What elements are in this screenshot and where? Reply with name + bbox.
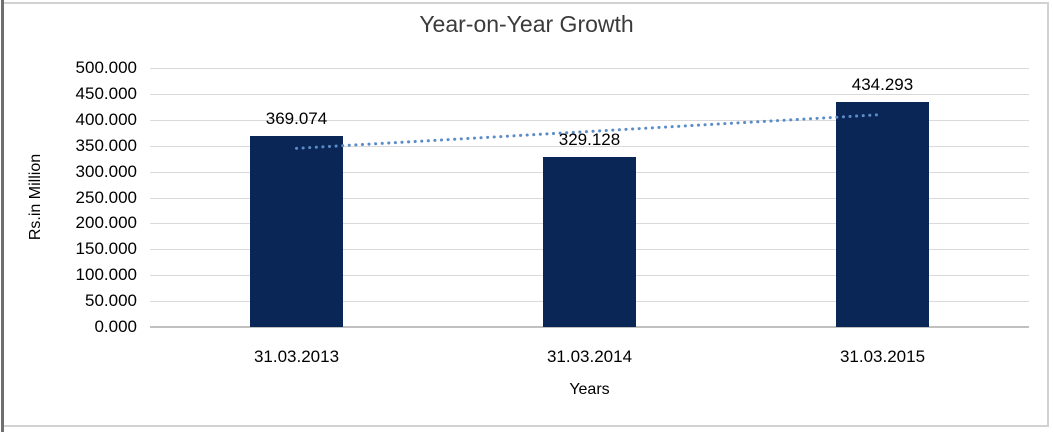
chart-left-edge-border [1, 0, 4, 432]
y-tick-label: 0.000 [94, 317, 137, 336]
bar [836, 102, 929, 327]
x-tick-label: 31.03.2013 [253, 347, 340, 366]
bar [250, 135, 343, 327]
gridline [150, 68, 1029, 69]
y-tick-label: 50.000 [85, 291, 137, 311]
x-axis-line [150, 326, 1029, 328]
y-tick-label: 450.000 [75, 83, 137, 103]
gridline [150, 93, 1029, 95]
bar-data-label: 329.128 [558, 129, 621, 149]
x-axis-title: Years [569, 381, 610, 398]
y-tick-label: 200.000 [75, 213, 137, 233]
y-tick-label: 250.000 [75, 187, 137, 207]
x-tick-label: 31.03.2015 [839, 347, 926, 366]
x-tick-label: 31.03.2014 [546, 347, 633, 366]
bar [543, 156, 636, 327]
y-tick-label: 300.000 [75, 161, 137, 181]
y-tick-label: 400.000 [75, 109, 137, 129]
bar-data-label: 434.293 [851, 75, 914, 95]
y-tick-label: 100.000 [75, 265, 137, 285]
y-tick-label: 500.000 [75, 58, 137, 77]
chart-title: Year-on-Year Growth [419, 11, 634, 37]
bar-data-label: 369.074 [265, 108, 328, 128]
y-tick-label: 150.000 [75, 239, 137, 259]
y-tick-label: 350.000 [75, 135, 137, 155]
